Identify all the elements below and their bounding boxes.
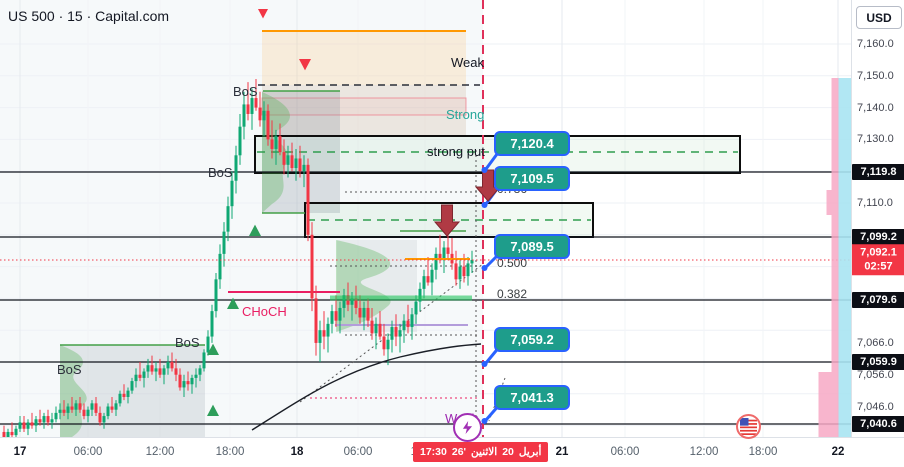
crosshair-time-segment: 26' xyxy=(451,446,467,458)
fib-level-label[interactable]: 0.500 xyxy=(497,256,528,270)
time-tick-label: 06:00 xyxy=(343,446,373,458)
price-level-label: 7,079.6 xyxy=(852,291,904,308)
price-callout[interactable]: 7,041.3 xyxy=(494,385,570,410)
lightning-event-icon[interactable] xyxy=(453,413,482,442)
time-tick-label: 06:00 xyxy=(610,446,640,458)
price-gridline-label: 7,160.0 xyxy=(857,38,894,50)
price-gridline-label: 7,140.0 xyxy=(857,101,894,114)
price-axis[interactable]: USD 7,160.0 7,150.0 7,140.0 7,130.0 7,110.0 7… xyxy=(851,0,904,437)
weak-label-top[interactable]: Weak xyxy=(451,55,484,70)
time-tick-label: 17 xyxy=(13,446,27,458)
bos-label[interactable]: BoS xyxy=(57,362,82,377)
price-callout[interactable]: 7,109.5 xyxy=(494,166,570,191)
time-tick-label: 12:00 xyxy=(145,446,175,458)
price-gridline-label: 7,130.0 xyxy=(857,133,894,146)
price-gridline-label: 7,066.0 xyxy=(857,336,894,349)
crosshair-time-segment: 17:30 xyxy=(420,446,447,458)
time-tick-label: 18:00 xyxy=(748,446,778,458)
crosshair-time-segment: 20 xyxy=(502,446,514,458)
price-gridline-label: 7,150.0 xyxy=(857,69,894,82)
crosshair-time-label: 17:30 26' الاثنين 20 أبريل xyxy=(413,442,549,462)
symbol-title[interactable]: US 500 · 15 · Capital.com xyxy=(8,8,170,24)
crosshair-time-segment: أبريل xyxy=(518,446,542,458)
bos-label[interactable]: BoS xyxy=(208,165,233,180)
price-gridline-label: 7,110.0 xyxy=(857,197,893,209)
price-callout[interactable]: 7,059.2 xyxy=(494,327,570,352)
time-tick-label: 18 xyxy=(290,446,304,458)
price-gridline-label: 7,056.0 xyxy=(857,368,894,381)
us-flag-event-icon[interactable] xyxy=(736,414,761,439)
current-price-label: 7,092.1 02:57 xyxy=(852,244,904,276)
currency-button[interactable]: USD xyxy=(856,6,902,29)
us-flag-icon xyxy=(740,418,757,435)
time-tick-label: 21 xyxy=(555,446,569,458)
price-level-label: 7,119.8 xyxy=(852,163,904,180)
price-level-label: 7,099.2 xyxy=(852,229,904,246)
price-level-label: 7,059.9 xyxy=(852,354,904,371)
fib-level-label[interactable]: 0.382 xyxy=(497,287,528,301)
price-callout[interactable]: 7,089.5 xyxy=(494,234,570,259)
strong-put-label[interactable]: strong put xyxy=(427,144,485,159)
crosshair-time-segment: الاثنين xyxy=(471,446,498,458)
chart-canvas[interactable] xyxy=(0,0,851,437)
choch-label[interactable]: CHoCH xyxy=(242,304,287,319)
lightning-icon xyxy=(462,420,473,435)
time-tick-label: 22 xyxy=(831,446,845,458)
current-price-value: 7,092.1 xyxy=(860,246,897,259)
price-callout[interactable]: 7,120.4 xyxy=(494,131,570,156)
bos-label[interactable]: BoS xyxy=(175,335,200,350)
price-gridline-label: 7,046.0 xyxy=(857,400,894,413)
bos-label[interactable]: BoS xyxy=(233,84,258,99)
time-tick-label: 06:00 xyxy=(73,446,103,458)
time-tick-label: 12:00 xyxy=(689,446,719,458)
bar-countdown: 02:57 xyxy=(864,259,893,272)
strong-label[interactable]: Strong xyxy=(446,107,485,122)
price-level-label: 7,040.6 xyxy=(852,415,904,432)
time-tick-label: 18:00 xyxy=(215,446,245,458)
time-axis[interactable]: 1706:0012:0018:001806:0012:002106:0012:0… xyxy=(0,437,904,467)
